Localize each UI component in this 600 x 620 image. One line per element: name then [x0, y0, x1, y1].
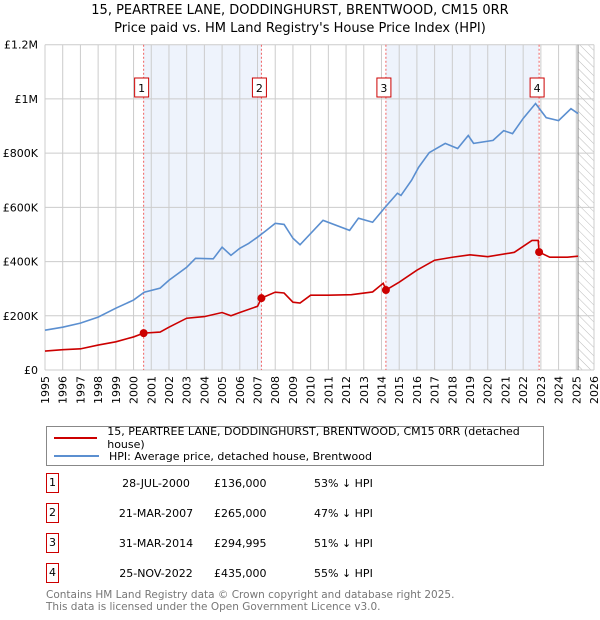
y-tick-label: £0	[24, 364, 38, 377]
x-tick-label: 1997	[74, 376, 87, 404]
sale-label: 4	[534, 82, 541, 95]
x-tick-label: 2014	[375, 376, 388, 404]
x-tick-label: 2013	[358, 376, 371, 404]
x-tick-label: 2018	[446, 376, 459, 404]
chart-subtitle: Price paid vs. HM Land Registry's House …	[114, 21, 486, 36]
legend-swatch-blue	[54, 455, 99, 457]
sale-date: 25-NOV-2022	[119, 567, 193, 580]
x-tick-label: 1999	[110, 376, 123, 404]
sale-number-badge: 3	[46, 533, 59, 553]
sale-price: £136,000	[214, 477, 267, 490]
sale-row: 1 28-JUL-2000 £136,000 53% ↓ HPI	[46, 473, 446, 493]
legend-item-property: 15, PEARTREE LANE, DODDINGHURST, BRENTWO…	[54, 425, 543, 451]
sale-number-badge: 4	[46, 563, 59, 583]
sale-date: 31-MAR-2014	[118, 537, 194, 550]
sale-price: £294,995	[214, 537, 267, 550]
sale-row: 2 21-MAR-2007 £265,000 47% ↓ HPI	[46, 503, 446, 523]
sale-price: £265,000	[214, 507, 267, 520]
x-tick-label: 2004	[198, 376, 211, 404]
y-tick-label: £1M	[15, 93, 39, 106]
x-tick-label: 2023	[535, 376, 548, 404]
sale-point	[257, 294, 266, 303]
y-tick-label: £800K	[3, 147, 39, 160]
sale-label: 3	[380, 82, 387, 95]
y-tick-label: £1.2M	[4, 39, 38, 52]
sale-hpi-diff: 51% ↓ HPI	[314, 537, 373, 550]
sale-label: 1	[138, 82, 145, 95]
legend-item-hpi: HPI: Average price, detached house, Bren…	[54, 447, 372, 465]
footer-licence: This data is licensed under the Open Gov…	[46, 601, 381, 613]
series-line	[44, 102, 579, 331]
sale-point	[535, 248, 544, 257]
sale-price: £435,000	[214, 567, 267, 580]
x-tick-label: 2022	[517, 376, 530, 404]
chart-title: 15, PEARTREE LANE, DODDINGHURST, BRENTWO…	[91, 3, 509, 18]
legend: 15, PEARTREE LANE, DODDINGHURST, BRENTWO…	[46, 425, 544, 466]
sale-label: 2	[256, 82, 263, 95]
sale-label-box	[529, 77, 545, 98]
x-tick-label: 2001	[145, 376, 158, 404]
x-tick-label: 2015	[393, 376, 406, 404]
x-tick-label: 2002	[163, 376, 176, 404]
legend-label: HPI: Average price, detached house, Bren…	[109, 449, 372, 463]
price-chart: 1995 1996 1997 1998 1999 2000 2001 2002 2003 2004…	[3, 39, 600, 404]
sale-row: 4 25-NOV-2022 £435,000 55% ↓ HPI	[46, 563, 446, 583]
x-tick-label: 2005	[216, 376, 229, 404]
x-tick-label: 2019	[464, 376, 477, 404]
sale-row: 3 31-MAR-2014 £294,995 51% ↓ HPI	[46, 533, 446, 553]
x-tick-label: 2017	[429, 376, 442, 404]
sale-hpi-diff: 53% ↓ HPI	[314, 477, 373, 490]
sale-label-box	[376, 77, 392, 98]
y-tick-label: £200K	[3, 310, 39, 323]
x-tick-label: 2000	[128, 376, 141, 404]
x-tick-label: 2026	[588, 376, 600, 404]
x-tick-label: 2006	[234, 376, 247, 404]
x-tick-label: 2010	[305, 376, 318, 404]
x-tick-label: 2021	[499, 376, 512, 404]
x-tick-label: 1996	[57, 376, 70, 404]
x-tick-label: 1995	[39, 376, 52, 404]
sale-point	[139, 329, 148, 338]
footer-copyright: Contains HM Land Registry data © Crown c…	[46, 589, 455, 601]
y-tick-label: £600K	[3, 201, 39, 214]
sale-number-badge: 2	[46, 503, 59, 523]
legend-label: 15, PEARTREE LANE, DODDINGHURST, BRENTWO…	[107, 425, 520, 451]
legend-swatch-red	[54, 437, 98, 439]
x-tick-label: 2024	[553, 376, 566, 404]
y-tick-label: £400K	[3, 256, 39, 269]
x-tick-label: 2009	[287, 376, 300, 404]
x-tick-label: 2012	[340, 376, 353, 404]
sale-label-box	[134, 77, 150, 98]
series-line	[44, 239, 579, 352]
sale-date: 28-JUL-2000	[122, 477, 190, 490]
sale-hpi-diff: 55% ↓ HPI	[314, 567, 373, 580]
x-tick-label: 2008	[269, 376, 282, 404]
x-tick-label: 2020	[482, 376, 495, 404]
sale-point	[381, 286, 390, 295]
sale-label-box	[251, 77, 267, 98]
x-tick-label: 2025	[570, 376, 583, 404]
x-tick-label: 2011	[322, 376, 335, 404]
sale-date: 21-MAR-2007	[118, 507, 194, 520]
x-tick-label: 2003	[181, 376, 194, 404]
sale-hpi-diff: 47% ↓ HPI	[314, 507, 373, 520]
sale-number-badge: 1	[46, 473, 59, 493]
x-tick-label: 1998	[92, 376, 105, 404]
x-tick-label: 2007	[252, 376, 265, 404]
x-tick-label: 2016	[411, 376, 424, 404]
